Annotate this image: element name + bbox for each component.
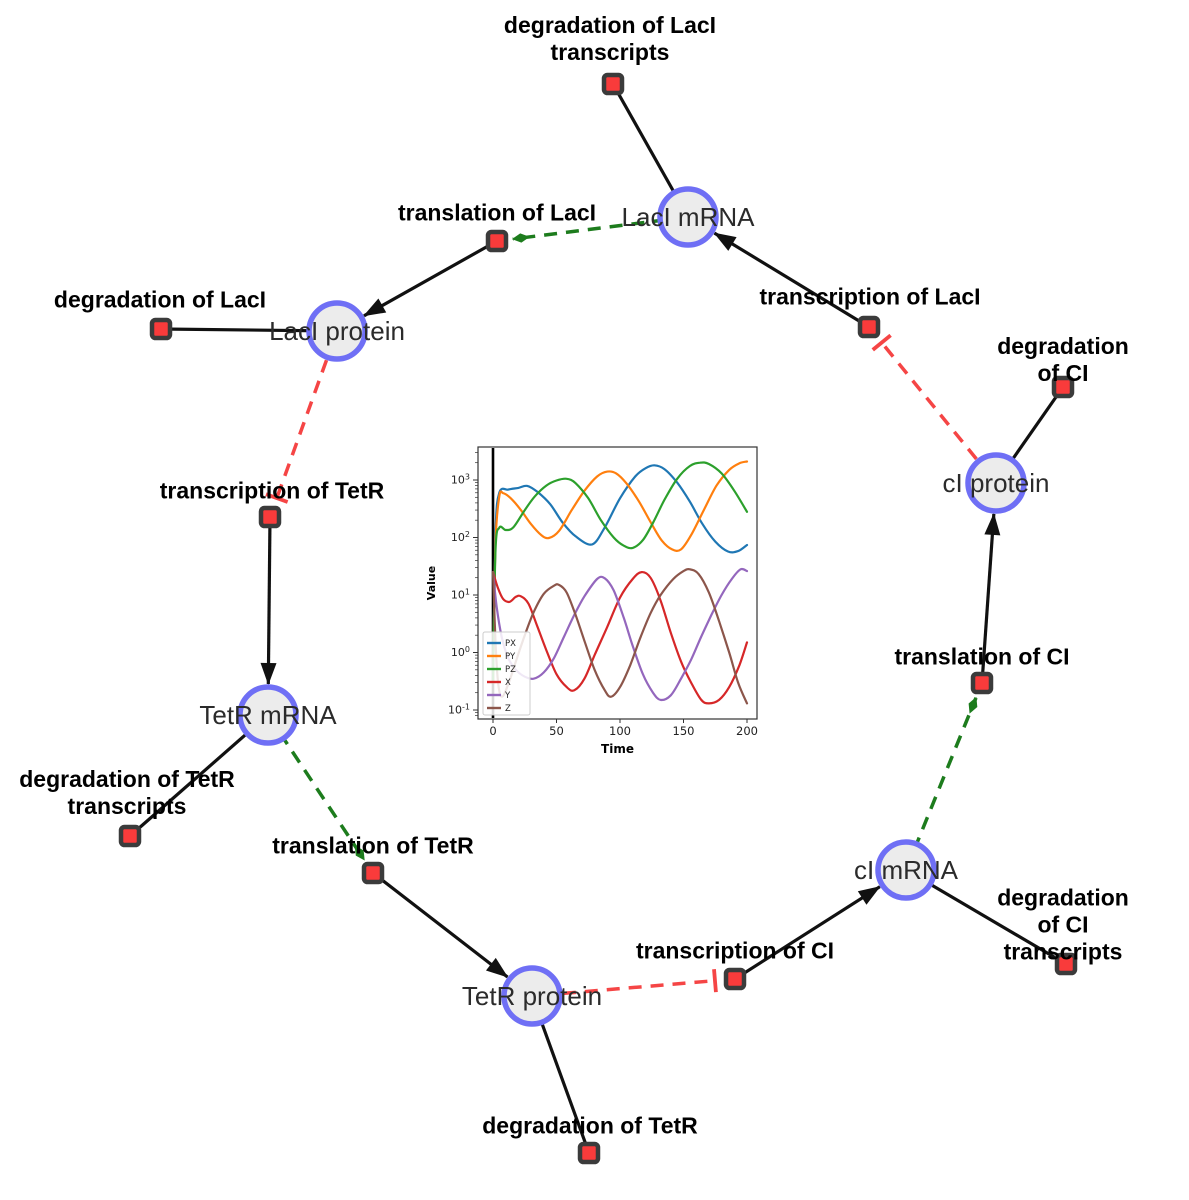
reaction-node-deg_tetr[interactable] [577, 1141, 601, 1165]
legend-entry-Y: Y [504, 691, 511, 701]
x-tick-label: 0 [489, 724, 496, 738]
x-tick-label: 100 [609, 724, 631, 738]
y-tick-label: 103 [451, 473, 470, 487]
species-node-tetr_mrna[interactable] [237, 684, 299, 746]
legend-entry-X: X [505, 678, 511, 688]
species-node-laci_mrna[interactable] [657, 186, 719, 248]
y-tick-label: 100 [451, 645, 470, 659]
simulation-inset-chart: 0 50 100 150 200 10-1 100 101 102 103 Time Value PX P… [425, 438, 770, 760]
legend-entry-Z: Z [505, 704, 511, 714]
nodes-layer [118, 72, 1078, 1165]
legend-entry-PX: PX [505, 639, 516, 649]
edge-production-transl_laci-laci_prot [363, 239, 498, 318]
series-PZ-line [491, 461, 749, 684]
series-PX-line [491, 464, 749, 684]
edge-consumption-ci_mrna-deg_ci_tx [905, 868, 1067, 966]
reaction-node-transc_tetr[interactable] [258, 505, 282, 529]
edge-production-transc_laci-laci_mrna [713, 231, 870, 329]
y-tick-label: 102 [451, 530, 470, 544]
y-axis-label: Value [425, 566, 438, 600]
reaction-node-transc_laci[interactable] [857, 315, 881, 339]
series-PY-line [491, 460, 749, 684]
reaction-node-transl_tetr[interactable] [361, 861, 385, 885]
reaction-node-transl_ci[interactable] [970, 671, 994, 695]
reaction-node-deg_ci_tx[interactable] [1054, 952, 1078, 976]
chart-svg: 0 50 100 150 20010-1100101102103TimeValuePXP… [425, 446, 758, 756]
reaction-node-transl_laci[interactable] [485, 229, 509, 253]
chart-series-group [491, 460, 749, 705]
series-Y-line [491, 567, 749, 702]
legend-entry-PY: PY [505, 652, 516, 662]
edge-inhibition-ci_prot-transc_laci [871, 333, 978, 461]
species-node-ci_mrna[interactable] [875, 839, 937, 901]
edge-inhibition-tetr_prot-transc_ci [562, 969, 718, 996]
x-axis-label: Time [601, 742, 634, 756]
reaction-node-transc_ci[interactable] [723, 967, 747, 991]
y-tick-label: 10-1 [448, 703, 470, 717]
reaction-node-deg_laci_tx[interactable] [601, 72, 625, 96]
series-X-line [491, 570, 749, 705]
edge-production-transl_ci-ci_prot [980, 512, 1001, 684]
reaction-node-deg_tetr_tx[interactable] [118, 824, 142, 848]
edge-production-transc_tetr-tetr_mrna [260, 516, 277, 686]
series-Z-line [491, 568, 749, 705]
axes-frame [477, 446, 758, 720]
x-tick-label: 50 [549, 724, 564, 738]
edge-production-transl_tetr-tetr_prot [372, 871, 509, 979]
species-node-laci_prot[interactable] [306, 300, 368, 362]
species-node-ci_prot[interactable] [965, 452, 1027, 514]
reaction-node-deg_ci[interactable] [1051, 375, 1075, 399]
edge-production-transc_ci-ci_mrna [734, 885, 881, 981]
reaction-node-deg_laci[interactable] [149, 317, 173, 341]
x-tick-label: 200 [736, 724, 758, 738]
legend-entry-PZ: PZ [505, 665, 516, 675]
x-tick-label: 150 [673, 724, 695, 738]
species-node-tetr_prot[interactable] [501, 965, 563, 1027]
edge-modifier-ci_mrna-transl_ci [904, 696, 978, 871]
y-tick-label: 101 [451, 588, 470, 602]
edge-inhibition-laci_prot-transc_tetr [265, 359, 329, 504]
chart-legend: PX PY PZ XYZ [482, 631, 531, 716]
